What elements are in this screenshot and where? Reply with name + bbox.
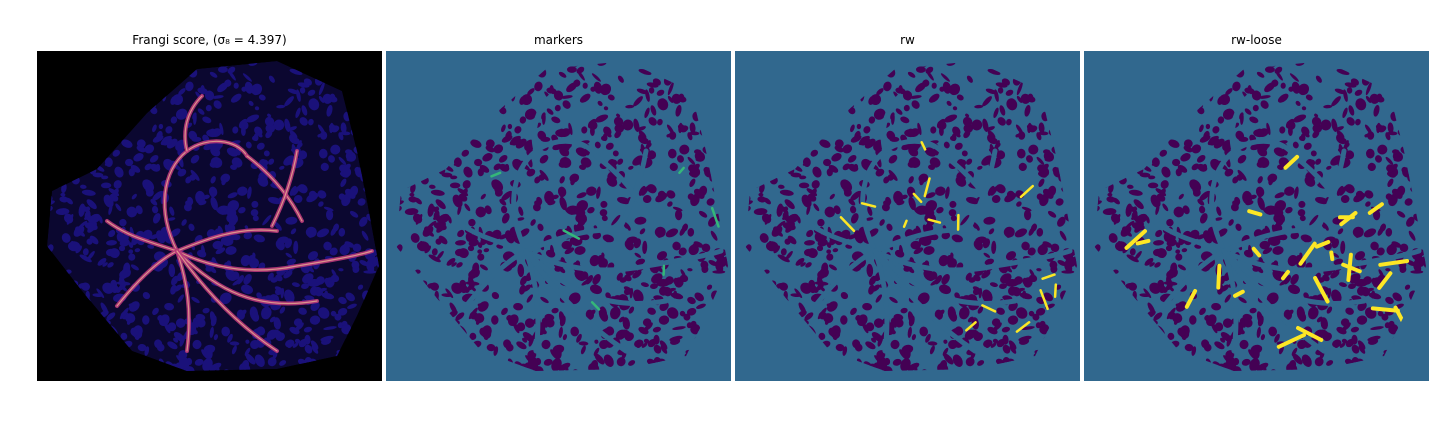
panel-frangi-image [37,51,382,381]
markers-image [386,51,731,381]
panel-title-markers: markers [533,33,584,47]
frangi-image [37,51,382,381]
panel-title-frangi: Frangi score, (σ₈ = 4.397) [132,33,287,47]
panel-markers-image [386,51,731,381]
rw-image [735,51,1080,381]
panel-rw-image [735,51,1080,381]
rw-loose-image [1084,51,1429,381]
panel-title-rw-loose: rw-loose [1231,33,1282,47]
panel-rw-loose-image [1084,51,1429,381]
panel-title-rw: rw [900,33,915,47]
